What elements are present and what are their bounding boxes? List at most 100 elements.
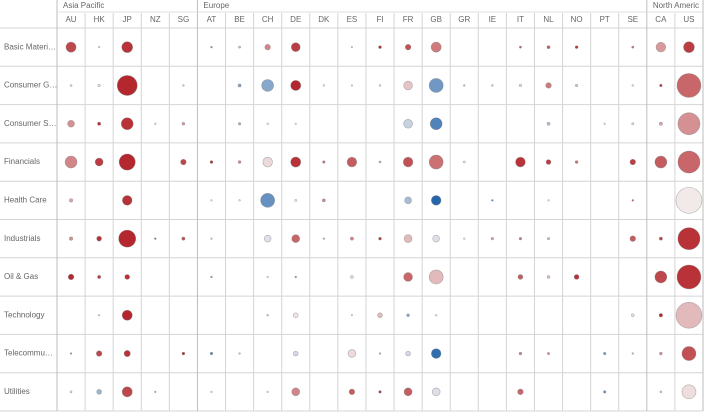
bubble bbox=[97, 121, 102, 126]
bubble bbox=[403, 234, 413, 243]
bubble bbox=[658, 236, 663, 241]
bubble bbox=[154, 390, 157, 393]
row-label: Telecommu… bbox=[4, 349, 53, 358]
bubble bbox=[603, 122, 606, 125]
bubble bbox=[517, 388, 524, 395]
country-label: BE bbox=[234, 15, 245, 24]
bubble bbox=[98, 46, 101, 49]
bubble bbox=[404, 44, 412, 51]
bubble bbox=[519, 45, 522, 49]
row-label: Industrials bbox=[4, 234, 40, 243]
bubble bbox=[378, 236, 382, 241]
bubble bbox=[94, 157, 104, 167]
bubble bbox=[237, 160, 242, 164]
country-label: AU bbox=[65, 15, 76, 24]
country-label: DE bbox=[290, 15, 301, 24]
bubble bbox=[64, 155, 78, 169]
bubble bbox=[404, 196, 412, 205]
bubble bbox=[517, 274, 524, 280]
bubble bbox=[209, 351, 214, 356]
bubble bbox=[547, 352, 550, 356]
bubble bbox=[348, 388, 356, 395]
bubble bbox=[675, 301, 703, 329]
bubble bbox=[350, 314, 354, 317]
bubble bbox=[681, 384, 697, 400]
bubble bbox=[428, 78, 444, 93]
bubble bbox=[659, 390, 663, 394]
bubble bbox=[677, 150, 701, 174]
bubble bbox=[545, 159, 552, 165]
bubble bbox=[403, 387, 413, 397]
bubble bbox=[545, 82, 552, 89]
row-label: Consumer S… bbox=[4, 119, 56, 128]
bubble bbox=[181, 122, 186, 126]
country-label: GB bbox=[430, 15, 442, 24]
country-label: JP bbox=[123, 15, 132, 24]
bubble bbox=[518, 237, 522, 241]
bubble bbox=[518, 83, 522, 88]
bubble bbox=[122, 195, 133, 206]
bubble bbox=[431, 195, 442, 206]
bubble bbox=[182, 84, 185, 87]
bubble bbox=[350, 46, 354, 49]
bubble bbox=[658, 313, 663, 318]
bubble bbox=[406, 313, 410, 317]
bubble bbox=[180, 158, 187, 166]
bubble bbox=[260, 193, 275, 208]
bubble bbox=[210, 275, 213, 279]
bubble bbox=[69, 84, 73, 87]
bubble bbox=[547, 199, 550, 202]
bubble bbox=[210, 199, 213, 202]
bubble bbox=[603, 390, 607, 394]
region-label: North Americ bbox=[653, 1, 699, 10]
bubble bbox=[631, 84, 634, 87]
bubble bbox=[377, 312, 383, 318]
country-label: PT bbox=[600, 15, 610, 24]
bubble bbox=[431, 387, 441, 397]
bubble bbox=[96, 350, 103, 357]
country-label: US bbox=[683, 15, 694, 24]
bubble bbox=[237, 83, 242, 88]
country-label: NO bbox=[571, 15, 583, 24]
bubble bbox=[238, 45, 241, 49]
bubble bbox=[431, 348, 442, 359]
bubble bbox=[428, 154, 444, 170]
bubble bbox=[675, 187, 703, 214]
bubble bbox=[428, 269, 444, 285]
bubble bbox=[210, 237, 213, 240]
bubble bbox=[659, 351, 663, 356]
bubble bbox=[96, 389, 102, 395]
bubble bbox=[350, 84, 354, 87]
bubble bbox=[429, 117, 443, 130]
bubble bbox=[491, 84, 494, 87]
country-label: GR bbox=[458, 15, 470, 24]
bubble bbox=[291, 387, 300, 397]
bubble bbox=[658, 121, 663, 126]
country-label: CH bbox=[262, 15, 274, 24]
bubble bbox=[294, 122, 297, 125]
country-label: NL bbox=[543, 15, 554, 24]
bubble bbox=[574, 45, 579, 49]
bubble bbox=[546, 275, 551, 279]
bubble bbox=[266, 390, 269, 393]
bubble bbox=[350, 236, 354, 241]
region-label: Europe bbox=[203, 1, 229, 10]
bubble bbox=[69, 198, 74, 203]
bubble bbox=[378, 45, 382, 49]
bubble bbox=[629, 158, 636, 166]
bubble bbox=[154, 122, 157, 125]
bubble bbox=[403, 272, 413, 282]
bubble bbox=[463, 237, 466, 240]
bubble bbox=[677, 112, 701, 136]
bubble bbox=[238, 352, 241, 355]
row-label: Health Care bbox=[4, 195, 47, 204]
bubble bbox=[515, 156, 526, 168]
bubble bbox=[69, 352, 73, 355]
bubble bbox=[432, 234, 440, 243]
bubble bbox=[291, 42, 301, 52]
bubble bbox=[347, 349, 357, 358]
bubble bbox=[430, 41, 442, 53]
bubble bbox=[405, 350, 411, 357]
bubble bbox=[462, 160, 466, 164]
